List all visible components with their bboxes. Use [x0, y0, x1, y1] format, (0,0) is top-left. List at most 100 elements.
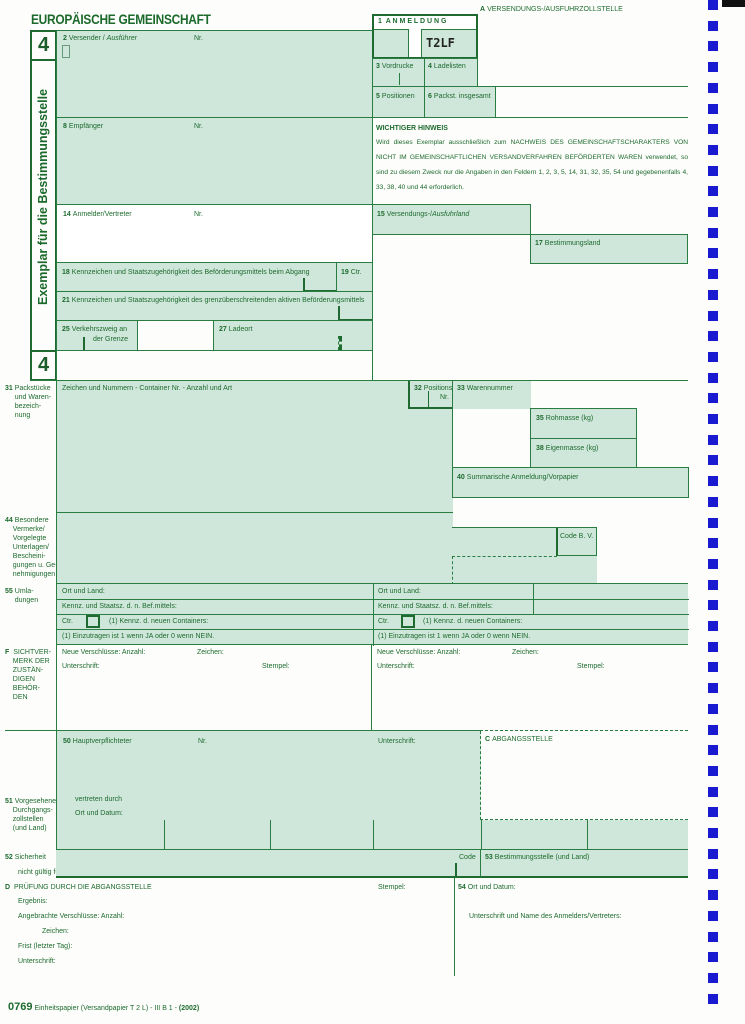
field-38-net-mass[interactable]: 38 Eigenmasse (kg) [530, 438, 637, 468]
punch-hole-mark [708, 683, 718, 694]
label-text: Durchgangs- [12, 807, 53, 814]
field-15-country-dispatch[interactable]: 15 Versendungs-/Ausfuhrland [372, 204, 531, 235]
divider [533, 584, 534, 614]
field-1-declaration[interactable]: 1 A N M E L D U N G T2LF [372, 14, 478, 59]
label-text: 3 [376, 63, 380, 70]
ctr-checkbox-1[interactable] [86, 615, 100, 628]
label-text: Kennzeichen und Staatszugehörigkeit des … [71, 269, 310, 276]
ctr-checkbox-2[interactable] [401, 615, 415, 628]
field-4-loading-lists[interactable]: 4 Ladelisten [424, 58, 478, 87]
label-text: 6 [428, 93, 432, 100]
divider [481, 820, 482, 850]
punch-hole-mark [708, 621, 718, 631]
field-f-endorsement-2[interactable]: Neue Verschlüsse: Anzahl: Zeichen: Unter… [372, 644, 688, 731]
label-text: Packst. insgesamt [433, 93, 491, 100]
label-text: Anmelder/Vertreter [72, 211, 132, 218]
field-31-packages-description[interactable]: Zeichen und Nummern - Container Nr. - An… [56, 381, 453, 513]
punch-hole-mark [708, 517, 718, 528]
label-text: Summarische Anmeldung/Vorpapier [466, 474, 579, 481]
field-40-previous-document[interactable]: 40 Summarische Anmeldung/Vorpapier [452, 467, 689, 498]
transhipment-container-2: (1) Kennz. d. neuen Containers: [423, 618, 523, 625]
label-text: gungen u. Ge- [12, 562, 58, 569]
label-text: Vordrucke [381, 63, 414, 70]
copy-number-bottom: 4 [30, 350, 57, 381]
punch-hole-mark [708, 600, 718, 611]
field-d-stamp: Stempel: [378, 884, 406, 891]
label-text: Neue Verschlüsse: Anzahl: [62, 649, 146, 656]
field-14-declarant[interactable]: 14 Anmelder/Vertreter Nr. [56, 204, 373, 263]
punch-hole-mark [708, 351, 718, 362]
field-1-subfield-3[interactable]: T2LF [421, 29, 476, 57]
field-51-side-label: 51 Vorgesehene Durchgangs- zollstellen (u… [5, 797, 56, 833]
divider [495, 117, 688, 118]
field-2-checkbox[interactable] [62, 45, 70, 58]
field-c-office-departure[interactable]: C ABGANGSSTELLE [480, 731, 688, 820]
field-44-extension[interactable]: Code B. V. [452, 527, 597, 585]
field-6-packages[interactable]: 6 Packst. insgesamt [424, 86, 496, 118]
label-text: ABGANGSSTELLE [492, 736, 553, 743]
field-2-nr: Nr. [194, 35, 203, 42]
field-17-country-destination[interactable]: 17 Bestimmungsland [530, 234, 688, 264]
field-52-guarantee[interactable]: Code [56, 850, 481, 878]
transhipment-transport-2: Kennz. und Staatsz. d. n. Bef.mittels: [378, 603, 493, 610]
field-54-place-date[interactable]: 54 Ort und Datum: Unterschrift und Name d… [456, 878, 688, 976]
divider [270, 820, 271, 850]
field-25-divider [83, 337, 85, 350]
field-53-office-destination[interactable]: 53 Bestimmungsstelle (und Land) [480, 850, 688, 878]
punch-hole-mark [708, 765, 718, 776]
copy-number-top: 4 [30, 30, 57, 61]
label-text: Unterschrift: [377, 663, 415, 670]
field-44-side-label: 44 Besondere Vermerke/ Vorgelegte Unterla… [5, 516, 58, 579]
divider [452, 408, 453, 468]
field-19-container[interactable]: 19 Ctr. [336, 262, 373, 292]
field-8-consignee[interactable]: 8 Empfänger Nr. [56, 117, 373, 205]
field-32-item-number[interactable]: 32 Positions- Nr. [408, 381, 455, 409]
label-text: Neue Verschlüsse: Anzahl: [377, 649, 461, 656]
field-33-commodity-code[interactable]: 33 Warennummer [452, 381, 531, 409]
field-21-subfield [338, 306, 373, 321]
label-text: MERK DER [12, 658, 50, 665]
field-44-special-mentions[interactable] [56, 512, 453, 584]
field-18-transport-departure[interactable]: 18 Kennzeichen und Staatszugehörigkeit de… [56, 262, 337, 292]
field-51-transit-offices[interactable] [56, 820, 688, 850]
label-text: der Grenze [93, 336, 129, 343]
field-1-value: T2LF [426, 36, 455, 50]
punch-hole-mark [708, 393, 718, 404]
field-d-signature: Unterschrift: [18, 958, 56, 965]
field-21-active-transport[interactable]: 21 Kennzeichen und Staatszugehörigkeit de… [56, 291, 373, 321]
label-text: 32 [414, 385, 422, 392]
field-5-items[interactable]: 5 Positionen [372, 86, 425, 118]
label-text: dungen [14, 597, 39, 604]
label-text: DIGEN [12, 676, 35, 683]
field-1-subfield-1[interactable] [374, 29, 409, 57]
label-text: Sicherheit [14, 854, 46, 861]
field-35-gross-mass[interactable]: 35 Rohmasse (kg) [530, 408, 637, 439]
divider [164, 820, 165, 850]
field-50-principal[interactable]: 50 Hauptverpflichteter Nr. Unterschrift: … [56, 731, 481, 821]
field-50-signature: Unterschrift: [378, 738, 416, 745]
field-25-transport-mode[interactable]: 25 Verkehrszweig an der Grenze [56, 320, 138, 351]
code-bv-box[interactable]: Code B. V. [556, 528, 597, 556]
label-text: Stempel: [262, 663, 290, 670]
label-text: 19 [341, 269, 349, 276]
field-27-loading-place[interactable]: 27 Ladeort [213, 320, 373, 351]
label-text: 55 [5, 588, 13, 595]
label-text: Warennummer [466, 385, 513, 392]
field-2-consignor[interactable]: 2 Versender / Ausführer Nr. [56, 30, 373, 118]
label-text: Unterschrift: [62, 663, 100, 670]
field-3-forms[interactable]: 3 Vordrucke [372, 58, 425, 87]
field-d-marks: Zeichen: [42, 928, 69, 935]
label-text: Einheitspapier (Versandpapier T 2 L) - I… [34, 1005, 179, 1012]
label-text: Eigenmasse (kg) [545, 445, 599, 452]
punch-hole-mark [708, 41, 718, 52]
field-52-code-box[interactable] [455, 863, 481, 878]
label-text: Nr. [440, 394, 449, 401]
label-text: 0769 [8, 1001, 33, 1013]
field-f-endorsement-1[interactable]: Neue Verschlüsse: Anzahl: Zeichen: Unter… [56, 644, 372, 731]
label-text: Ladeort [228, 326, 253, 333]
field-d-control[interactable]: D PRÜFUNG DURCH DIE ABGANGSSTELLE Stempe… [5, 878, 455, 976]
field-d-seals: Angebrachte Verschlüsse: Anzahl: [18, 913, 125, 920]
label-text: 31 [5, 385, 13, 392]
label-text: zollstellen [12, 816, 44, 823]
field-55-transhipment[interactable]: Ort und Land: Kennz. und Staatsz. d. n. … [56, 583, 689, 646]
